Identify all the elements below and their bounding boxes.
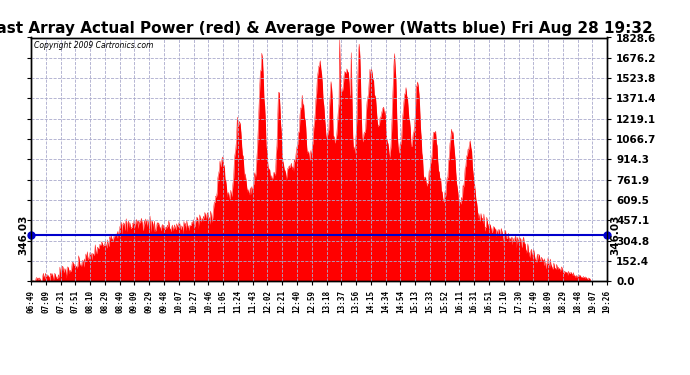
Text: Copyright 2009 Cartronics.com: Copyright 2009 Cartronics.com [34, 41, 153, 50]
Text: 346.03: 346.03 [18, 215, 28, 255]
Text: 346.03: 346.03 [610, 215, 620, 255]
Title: East Array Actual Power (red) & Average Power (Watts blue) Fri Aug 28 19:32: East Array Actual Power (red) & Average … [0, 21, 653, 36]
